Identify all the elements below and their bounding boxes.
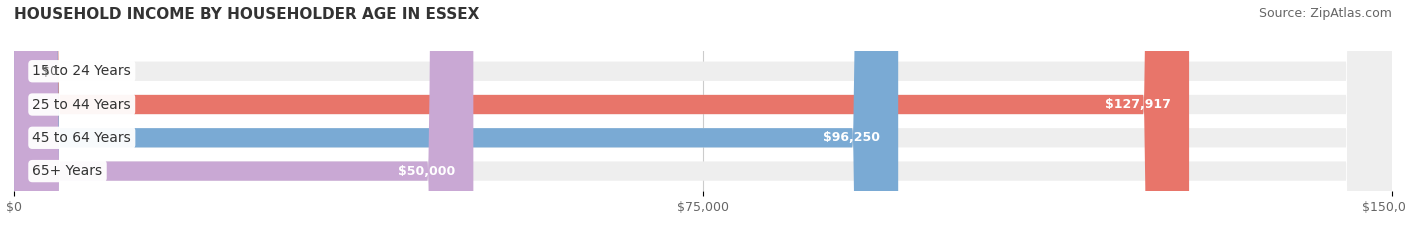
FancyBboxPatch shape (14, 0, 474, 233)
FancyBboxPatch shape (14, 0, 1392, 233)
Text: $96,250: $96,250 (823, 131, 880, 144)
Text: Source: ZipAtlas.com: Source: ZipAtlas.com (1258, 7, 1392, 20)
Text: 25 to 44 Years: 25 to 44 Years (32, 98, 131, 112)
FancyBboxPatch shape (14, 0, 898, 233)
Text: 15 to 24 Years: 15 to 24 Years (32, 64, 131, 78)
FancyBboxPatch shape (14, 0, 1392, 233)
FancyBboxPatch shape (14, 0, 1392, 233)
Text: 45 to 64 Years: 45 to 64 Years (32, 131, 131, 145)
Text: $50,000: $50,000 (398, 164, 456, 178)
Text: $0: $0 (42, 65, 58, 78)
Text: HOUSEHOLD INCOME BY HOUSEHOLDER AGE IN ESSEX: HOUSEHOLD INCOME BY HOUSEHOLDER AGE IN E… (14, 7, 479, 22)
FancyBboxPatch shape (14, 0, 1392, 233)
FancyBboxPatch shape (14, 0, 1189, 233)
Text: $127,917: $127,917 (1105, 98, 1171, 111)
Text: 65+ Years: 65+ Years (32, 164, 103, 178)
